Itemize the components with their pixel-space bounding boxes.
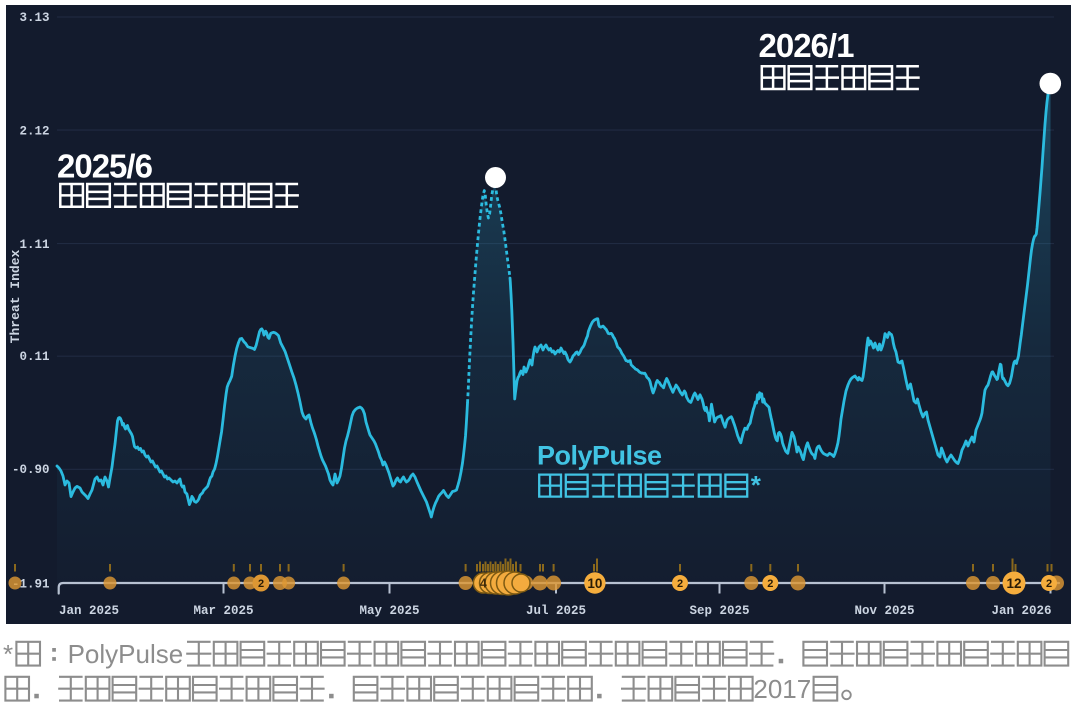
svg-text:May 2025: May 2025 [359, 604, 419, 618]
svg-text:-1.91: -1.91 [12, 578, 50, 592]
svg-text:2025/6: 2025/6 [57, 148, 153, 185]
svg-text:4: 4 [480, 577, 487, 591]
svg-text:PolyPulse: PolyPulse [537, 441, 662, 471]
svg-text:1.11: 1.11 [19, 238, 49, 252]
svg-text:Nov 2025: Nov 2025 [854, 604, 914, 618]
svg-text:2: 2 [677, 578, 683, 590]
svg-text:2: 2 [767, 578, 773, 590]
svg-text:12: 12 [1006, 576, 1021, 591]
svg-text:Threat Index: Threat Index [8, 249, 23, 343]
svg-text:PolyPulse: PolyPulse [68, 639, 184, 669]
svg-text:Sep 2025: Sep 2025 [689, 604, 749, 618]
svg-text:*: * [751, 470, 762, 500]
svg-text:*: * [3, 639, 13, 669]
svg-text:2: 2 [1046, 578, 1052, 590]
svg-text:Jan 2026: Jan 2026 [991, 604, 1051, 618]
svg-text:Jan 2025: Jan 2025 [59, 604, 119, 618]
svg-text:2026/1: 2026/1 [759, 27, 855, 64]
svg-text:10: 10 [587, 576, 602, 591]
svg-text:2017: 2017 [753, 674, 811, 704]
svg-text:Mar 2025: Mar 2025 [193, 604, 253, 618]
svg-text:-0.90: -0.90 [12, 463, 50, 477]
svg-text:3.13: 3.13 [19, 11, 49, 25]
svg-text:2: 2 [258, 578, 264, 590]
svg-text:0.11: 0.11 [19, 350, 49, 364]
svg-text:Jul 2025: Jul 2025 [526, 604, 586, 618]
svg-text:2.12: 2.12 [19, 125, 49, 139]
